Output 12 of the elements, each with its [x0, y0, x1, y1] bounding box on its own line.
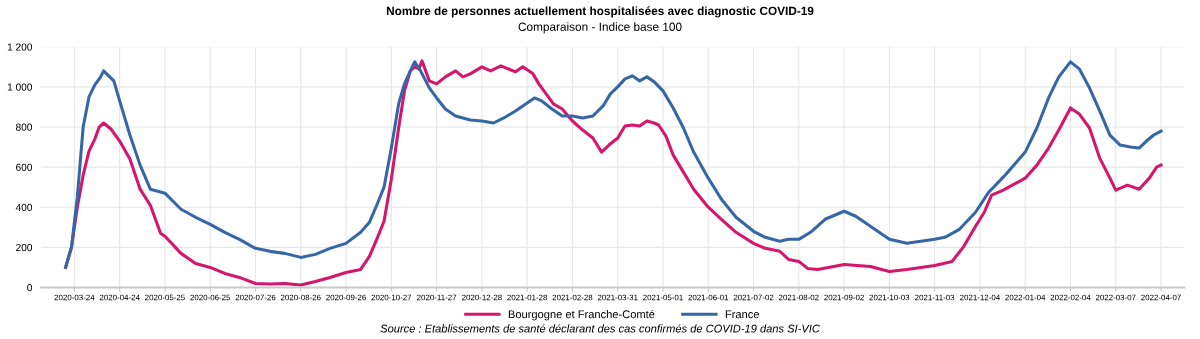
- y-tick-label: 400: [15, 203, 33, 212]
- y-tick-label: 800: [15, 123, 33, 131]
- y-tick-label: 0: [27, 284, 33, 292]
- chart-subtitle: Comparaison - Indice base 100: [518, 22, 682, 34]
- y-tick-label: 1 200: [7, 43, 33, 51]
- source-note: Source : Etablissements de santé déclarant des cas confirmés de COVID-19 dans SI-VIC: [380, 324, 820, 333]
- legend-label: Bourgogne et Franche-Comté: [508, 309, 655, 321]
- y-tick-label: 1 000: [7, 83, 33, 91]
- y-tick-label: 600: [16, 163, 33, 171]
- y-tick-label: 200: [16, 243, 33, 252]
- legend-label: France: [725, 310, 759, 319]
- chart-title: Nombre de personnes actuellement hospitalisées avec diagnostic COVID-19: [386, 6, 814, 18]
